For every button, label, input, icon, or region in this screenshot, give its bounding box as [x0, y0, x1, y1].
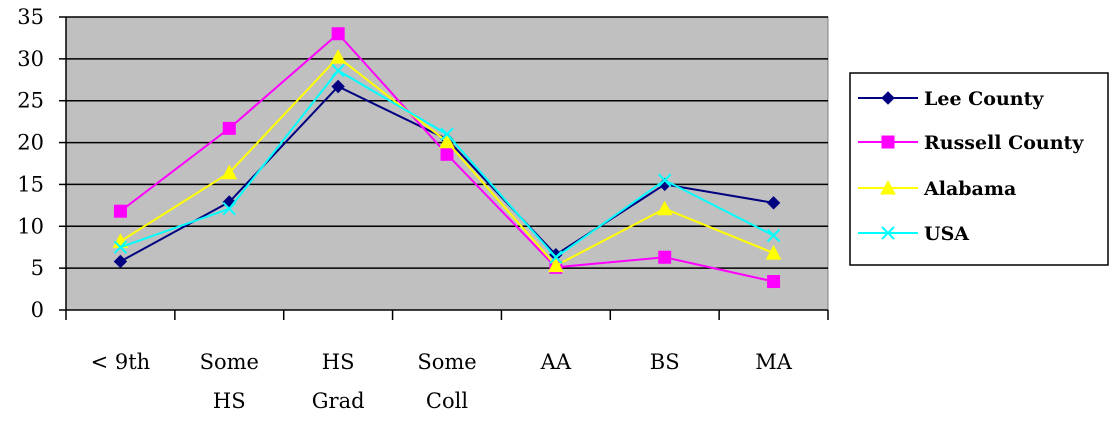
y-tick-label: 25 — [17, 89, 44, 113]
data-point — [765, 245, 782, 260]
data-point — [331, 27, 345, 41]
x-tick-label: Some Coll — [417, 350, 476, 413]
data-point — [549, 250, 563, 264]
legend-marker — [881, 91, 895, 105]
data-point — [658, 173, 672, 187]
legend-entry: Lee County — [858, 88, 1044, 110]
legend-label: USA — [924, 223, 969, 245]
legend-entry: USA — [858, 223, 969, 245]
data-point — [331, 79, 345, 94]
legend-entry: Russell County — [858, 132, 1084, 154]
data-point — [330, 49, 346, 64]
data-point — [222, 121, 236, 135]
y-tick-label: 15 — [17, 172, 44, 196]
plot-area — [65, 16, 829, 311]
plot-background — [65, 16, 829, 311]
data-point — [658, 250, 672, 264]
series-lines — [112, 27, 782, 289]
x-tick-label: < 9th — [91, 350, 151, 374]
data-point — [548, 257, 564, 273]
series-usa — [113, 63, 781, 264]
x-tick-label: MA — [755, 350, 793, 374]
data-point — [656, 200, 673, 216]
data-point — [439, 133, 455, 149]
x-tick-label: AA — [540, 350, 572, 374]
data-point — [440, 147, 454, 161]
legend-marker — [881, 226, 895, 240]
data-point — [113, 240, 128, 254]
y-tick-label: 20 — [17, 131, 44, 155]
legend-label: Russell County — [924, 132, 1084, 154]
data-point — [113, 204, 127, 218]
data-point — [767, 275, 781, 289]
legend-label: Alabama — [923, 178, 1016, 200]
y-tick-label: 30 — [17, 47, 44, 71]
x-tick-label: Some HS — [200, 350, 259, 413]
data-point — [766, 228, 781, 243]
y-tick-label: 10 — [17, 214, 44, 238]
y-tick-label: 35 — [17, 5, 44, 29]
data-point — [331, 63, 345, 78]
y-tick-label: 5 — [31, 256, 44, 280]
axes: 0 5 10 15 20 25 30 35 < 9th Some HS HS Grad Some Coll A… — [17, 5, 829, 413]
legend-entry: Alabama — [858, 178, 1016, 200]
data-point — [222, 201, 236, 216]
data-point — [766, 196, 781, 210]
data-point — [221, 164, 238, 180]
data-point — [113, 254, 128, 269]
data-point — [440, 127, 454, 141]
x-tick-label: BS — [650, 350, 680, 374]
x-tick-label: HS Grad — [312, 350, 365, 413]
legend-label: Lee County — [924, 88, 1044, 110]
legend-marker — [881, 135, 895, 149]
y-tick-label: 0 — [31, 298, 44, 322]
legend-marker — [880, 179, 896, 195]
legend: Lee County Russell County Alabama USA — [849, 72, 1109, 266]
